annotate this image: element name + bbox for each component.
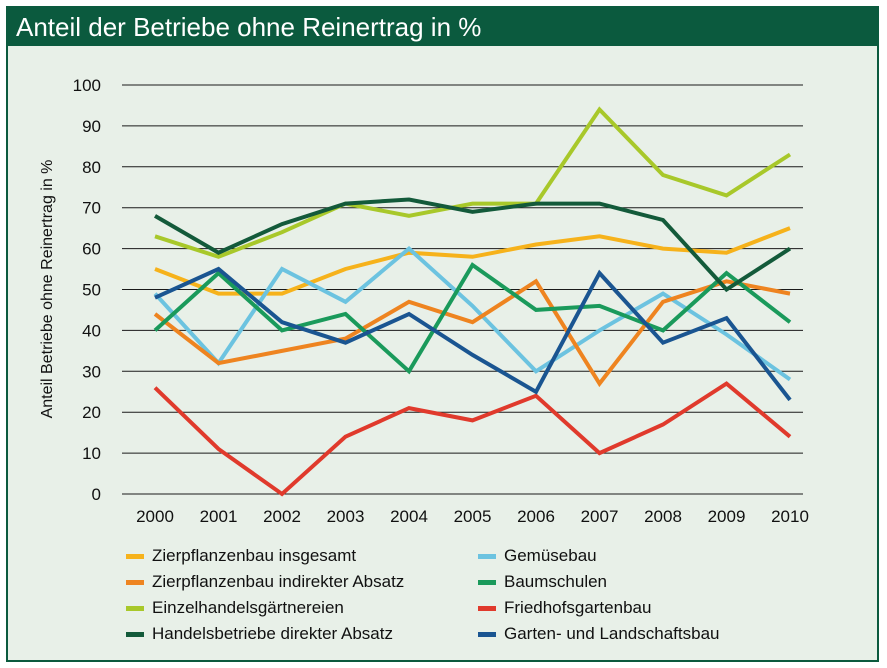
y-tick-label: 40: [82, 321, 101, 340]
x-tick-label: 2010: [771, 507, 809, 526]
y-tick-label: 0: [92, 485, 101, 504]
legend-label: Friedhofsgartenbau: [504, 598, 652, 617]
y-tick-label: 80: [82, 158, 101, 177]
y-tick-label: 20: [82, 403, 101, 422]
series-line: [153, 262, 792, 375]
x-tick-label: 2009: [708, 507, 746, 526]
legend-label: Baumschulen: [504, 572, 608, 591]
legend-label: Handelsbetriebe direkter Absatz: [152, 624, 393, 643]
legend: Zierpflanzenbau insgesamt Gemüsebau Zierpf…: [126, 543, 766, 655]
legend-item: Garten- und Landschaftsbau: [478, 621, 719, 647]
legend-label: Gemüsebau: [504, 546, 597, 565]
y-tick-label: 70: [82, 199, 101, 218]
chart-frame: Anteil der Betriebe ohne Reinertrag in %: [6, 6, 879, 662]
legend-item: Handelsbetriebe direkter Absatz: [126, 621, 393, 647]
legend-label: Einzelhandelsgärtnereien: [152, 598, 344, 617]
series-line: [153, 245, 792, 382]
x-tick-label: 2003: [327, 507, 365, 526]
y-tick-label: 60: [82, 240, 101, 259]
series-line: [154, 106, 792, 259]
y-tick-label: 100: [73, 76, 101, 95]
legend-item: Zierpflanzenbau insgesamt: [126, 543, 356, 569]
x-tick-label: 2006: [517, 507, 555, 526]
legend-swatch: [478, 631, 496, 637]
legend-label: Zierpflanzenbau indirekter Absatz: [152, 572, 405, 591]
legend-item: Baumschulen: [478, 569, 607, 595]
x-tick-label: 2004: [390, 507, 428, 526]
y-axis-title: Anteil Betriebe ohne Reinertrag in %: [39, 160, 56, 419]
legend-label: Garten- und Landschaftsbau: [504, 624, 720, 643]
series-line: [153, 278, 791, 388]
legend-swatch: [478, 579, 496, 585]
x-tick-label: 2001: [200, 507, 238, 526]
title-bar: Anteil der Betriebe ohne Reinertrag in %: [8, 8, 877, 46]
y-tick-label: 50: [82, 281, 101, 300]
series-line: [154, 266, 792, 402]
legend-item: Zierpflanzenbau indirekter Absatz: [126, 569, 404, 595]
legend-label: Zierpflanzenbau insgesamt: [152, 546, 357, 565]
x-tick-label: 2000: [136, 507, 174, 526]
legend-swatch: [126, 579, 144, 585]
legend-swatch: [478, 553, 496, 559]
x-tick-label: 2008: [644, 507, 682, 526]
y-tick-label: 30: [82, 362, 101, 381]
y-tick-label: 90: [82, 117, 101, 136]
legend-swatch: [126, 605, 144, 611]
x-tick-label: 2007: [581, 507, 619, 526]
legend-swatch: [478, 605, 496, 611]
series-line: [154, 226, 791, 296]
chart-title: Anteil der Betriebe ohne Reinertrag in %: [16, 12, 482, 42]
series-line: [153, 197, 792, 293]
x-tick-label: 2005: [454, 507, 492, 526]
legend-item: Gemüsebau: [478, 543, 597, 569]
series-line: [153, 381, 792, 497]
legend-swatch: [126, 553, 144, 559]
y-tick-label: 10: [82, 444, 101, 463]
x-tick-label: 2002: [263, 507, 301, 526]
legend-item: Einzelhandelsgärtnereien: [126, 595, 344, 621]
legend-swatch: [126, 631, 144, 637]
legend-item: Friedhofsgartenbau: [478, 595, 651, 621]
